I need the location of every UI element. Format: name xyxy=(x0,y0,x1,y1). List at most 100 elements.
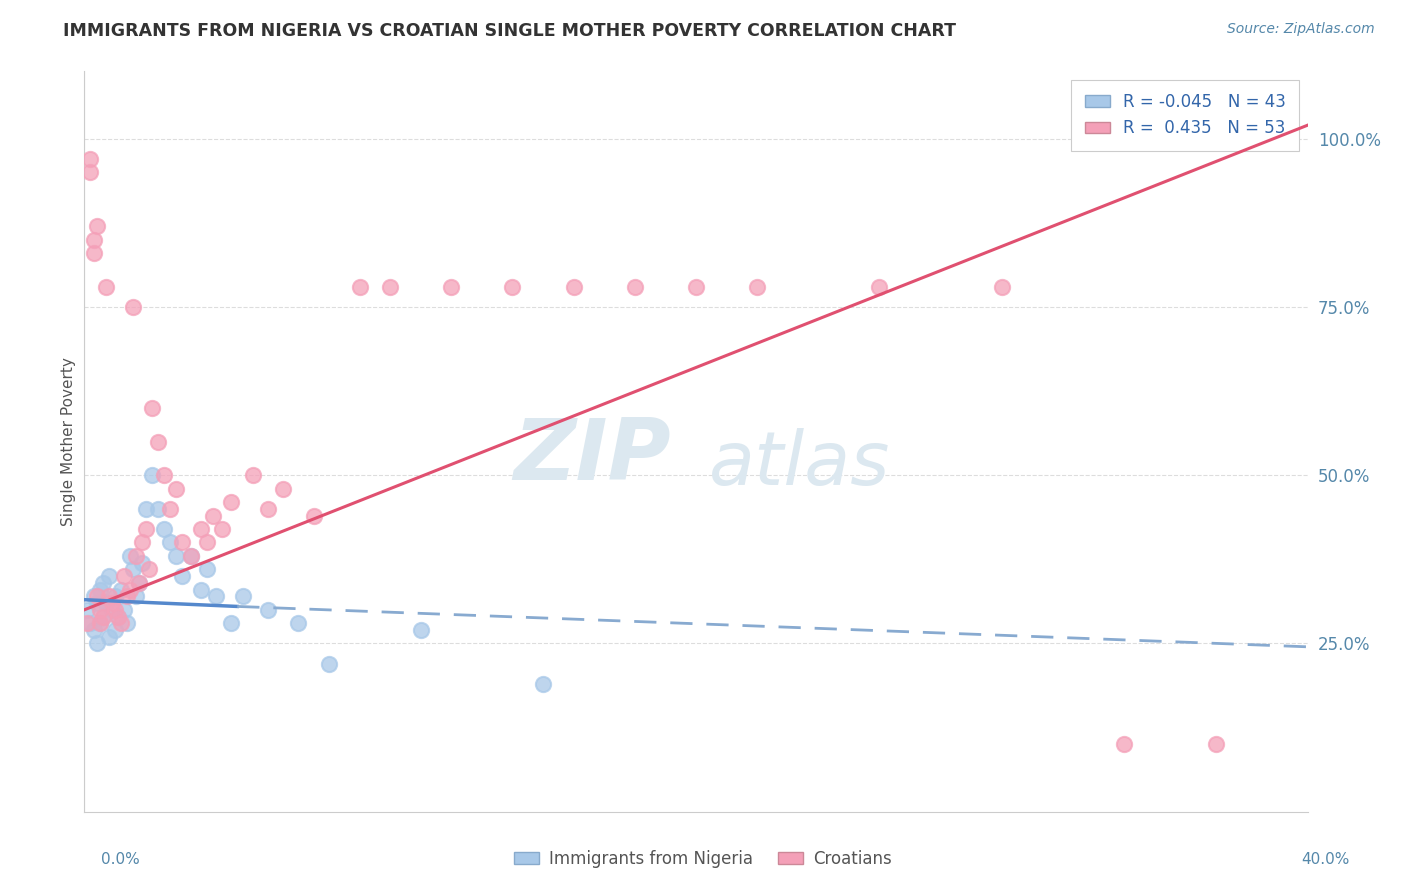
Point xyxy=(211,522,233,536)
Text: 0.0%: 0.0% xyxy=(101,852,141,867)
Point xyxy=(97,569,120,583)
Text: 40.0%: 40.0% xyxy=(1302,852,1350,867)
Point xyxy=(86,590,108,604)
Point xyxy=(110,616,132,631)
Point xyxy=(79,152,101,166)
Text: atlas: atlas xyxy=(709,428,890,500)
Point xyxy=(79,165,101,179)
Point xyxy=(242,468,264,483)
Point xyxy=(141,468,163,483)
Point xyxy=(83,623,105,637)
Point xyxy=(190,582,212,597)
Point xyxy=(747,279,769,293)
Point xyxy=(205,590,228,604)
Point xyxy=(172,569,194,583)
Point xyxy=(190,522,212,536)
Point xyxy=(112,603,135,617)
Point xyxy=(83,590,105,604)
Point xyxy=(153,468,176,483)
Point xyxy=(318,657,340,671)
Point xyxy=(219,495,242,509)
Point xyxy=(562,279,585,293)
Point xyxy=(115,616,138,631)
Point xyxy=(195,535,218,549)
Point xyxy=(409,623,432,637)
Text: ZIP: ZIP xyxy=(513,415,671,498)
Point xyxy=(83,246,105,260)
Point xyxy=(165,482,187,496)
Point xyxy=(257,501,280,516)
Point xyxy=(502,279,524,293)
Point xyxy=(89,616,111,631)
Point xyxy=(89,616,111,631)
Point xyxy=(380,279,402,293)
Point xyxy=(146,434,169,449)
Point xyxy=(97,590,120,604)
Y-axis label: Single Mother Poverty: Single Mother Poverty xyxy=(60,357,76,526)
Point xyxy=(76,616,98,631)
Point xyxy=(91,609,114,624)
Point xyxy=(112,569,135,583)
Point xyxy=(685,279,707,293)
Point xyxy=(219,616,242,631)
Point xyxy=(131,535,153,549)
Point xyxy=(107,609,129,624)
Point xyxy=(349,279,371,293)
Point xyxy=(159,501,181,516)
Point xyxy=(271,482,294,496)
Point xyxy=(83,233,105,247)
Point xyxy=(128,575,150,590)
Point xyxy=(135,522,157,536)
Text: IMMIGRANTS FROM NIGERIA VS CROATIAN SINGLE MOTHER POVERTY CORRELATION CHART: IMMIGRANTS FROM NIGERIA VS CROATIAN SING… xyxy=(63,22,956,40)
Point xyxy=(104,603,127,617)
Point xyxy=(97,630,120,644)
Point xyxy=(232,590,254,604)
Point xyxy=(107,609,129,624)
Point xyxy=(125,549,148,563)
Point xyxy=(287,616,309,631)
Point xyxy=(101,603,124,617)
Point xyxy=(86,219,108,234)
Point xyxy=(201,508,224,523)
Point xyxy=(110,582,132,597)
Point xyxy=(122,300,145,314)
Point xyxy=(89,603,111,617)
Point xyxy=(138,562,160,576)
Point xyxy=(115,590,138,604)
Point xyxy=(1114,738,1136,752)
Point xyxy=(128,575,150,590)
Point xyxy=(94,596,117,610)
Point xyxy=(195,562,218,576)
Point xyxy=(146,501,169,516)
Point xyxy=(120,582,142,597)
Point xyxy=(86,636,108,650)
Point xyxy=(531,677,554,691)
Point xyxy=(86,596,108,610)
Point xyxy=(180,549,202,563)
Point xyxy=(122,562,145,576)
Point xyxy=(624,279,647,293)
Point xyxy=(76,603,98,617)
Point xyxy=(141,401,163,415)
Legend: R = -0.045   N = 43, R =  0.435   N = 53: R = -0.045 N = 43, R = 0.435 N = 53 xyxy=(1071,79,1299,151)
Point xyxy=(104,590,127,604)
Point xyxy=(135,501,157,516)
Point xyxy=(159,535,181,549)
Point xyxy=(120,549,142,563)
Point xyxy=(180,549,202,563)
Point xyxy=(94,279,117,293)
Text: Source: ZipAtlas.com: Source: ZipAtlas.com xyxy=(1227,22,1375,37)
Point xyxy=(131,556,153,570)
Point xyxy=(302,508,325,523)
Point xyxy=(104,623,127,637)
Point xyxy=(125,590,148,604)
Point xyxy=(869,279,891,293)
Point xyxy=(991,279,1014,293)
Point xyxy=(101,596,124,610)
Point xyxy=(440,279,463,293)
Point xyxy=(79,616,101,631)
Point xyxy=(91,575,114,590)
Point xyxy=(91,609,114,624)
Point xyxy=(1205,738,1227,752)
Legend: Immigrants from Nigeria, Croatians: Immigrants from Nigeria, Croatians xyxy=(508,844,898,875)
